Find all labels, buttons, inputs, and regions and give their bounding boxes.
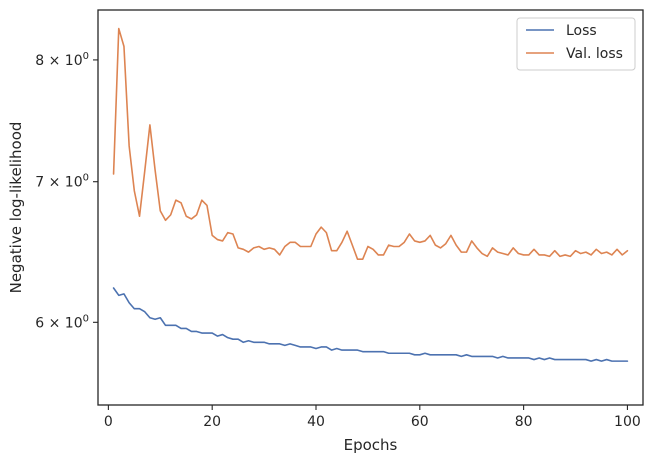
y-axis: 6 × 100 7 × 100 8 × 100 bbox=[35, 51, 98, 331]
y-tick-label: 8 × 100 bbox=[35, 51, 89, 69]
x-tick-label: 20 bbox=[203, 414, 221, 430]
plot-lines bbox=[112, 27, 629, 362]
legend-box bbox=[516, 17, 636, 71]
plot-frame bbox=[97, 9, 644, 406]
legend: Loss Val. loss bbox=[516, 17, 636, 71]
x-tick-label: 40 bbox=[307, 414, 325, 430]
x-tick-label: 100 bbox=[614, 414, 641, 430]
x-tick-label: 60 bbox=[411, 414, 429, 430]
x-axis-label: Epochs bbox=[344, 436, 398, 454]
series-line-0 bbox=[112, 287, 629, 362]
legend-label-loss: Loss bbox=[566, 23, 597, 39]
y-axis-label: Negative log-likelihood bbox=[7, 122, 25, 294]
legend-label-val-loss: Val. loss bbox=[566, 46, 623, 62]
x-tick-label: 0 bbox=[104, 414, 113, 430]
y-tick-label: 7 × 100 bbox=[35, 173, 89, 191]
series-line-1 bbox=[112, 27, 629, 260]
x-tick-label: 80 bbox=[515, 414, 533, 430]
x-axis: 0 20 40 60 80 100 bbox=[104, 405, 641, 430]
y-tick-label: 6 × 100 bbox=[35, 313, 89, 331]
